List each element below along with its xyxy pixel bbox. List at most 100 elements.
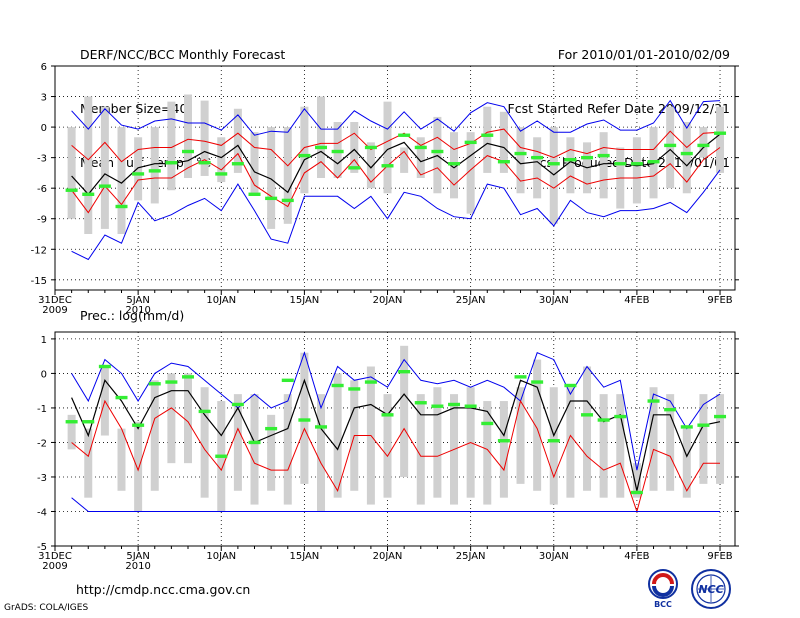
temp-min-line — [71, 169, 721, 261]
prec-spread-box — [167, 373, 176, 464]
temp-spread-box — [200, 100, 209, 176]
temp-spread-box — [400, 147, 409, 173]
temp-obs-marker — [547, 162, 560, 166]
temp-spread-box — [267, 127, 276, 229]
prec-obs-marker — [132, 423, 145, 427]
prec-obs-marker — [664, 407, 677, 412]
prec-obs-marker — [464, 404, 477, 408]
temp-xtick-label: 4FEB — [624, 295, 649, 306]
prec-spread-box — [433, 387, 442, 498]
prec-obs-marker — [65, 420, 78, 424]
prec-obs-marker — [564, 383, 577, 388]
temp-obs-marker — [714, 131, 727, 135]
prec-spread-box — [416, 394, 425, 505]
prec-obs-marker — [581, 413, 594, 417]
prec-spread-box — [67, 414, 76, 450]
prec-ytick-label: 1 — [41, 335, 47, 346]
prec-obs-marker — [531, 380, 544, 384]
ncc-logo: NCC — [691, 569, 731, 609]
header-title: DERF/NCC/BCC Monthly Forecast — [80, 47, 286, 62]
temp-xtick-year: 2009 — [42, 305, 67, 316]
temp-obs-marker — [348, 166, 361, 170]
temp-max-line — [71, 99, 721, 136]
prec-obs-marker — [265, 426, 278, 431]
temp-xtick-label: 15JAN — [289, 295, 319, 306]
prec-spread-box — [566, 387, 575, 498]
prec-obs-marker — [198, 409, 211, 414]
prec-spread-box — [499, 401, 508, 498]
prec-spread-box — [383, 394, 392, 498]
footer-url: http://cmdp.ncc.cma.gov.cn — [76, 582, 251, 597]
prec-frame — [54, 331, 736, 547]
prec-obs-marker — [481, 421, 494, 426]
prec-spread-box — [599, 394, 608, 498]
prec-spread-box — [150, 380, 159, 491]
prec-obs-marker — [414, 401, 427, 405]
temp-xtick-label: 25JAN — [456, 295, 486, 306]
prec-obs-marker — [215, 454, 228, 458]
precip-title: Prec.: log(mm/d) — [80, 308, 185, 323]
temp-upper-line — [71, 128, 721, 167]
prec-xtick-label: 5JAN — [126, 551, 149, 562]
prec-spread-box — [233, 394, 242, 491]
temp-spread-box — [250, 132, 259, 194]
prec-obs-marker — [281, 378, 294, 383]
temp-ytick-label: -9 — [37, 215, 47, 226]
temp-spread-box — [350, 122, 359, 173]
temp-spread-box — [84, 96, 93, 234]
temp-obs-marker — [182, 149, 195, 154]
temp-obs-marker — [132, 172, 145, 176]
temp-ytick-label: -12 — [31, 245, 47, 256]
header-forecast-period: For 2010/01/01-2010/02/09 — [557, 47, 730, 62]
temp-obs-marker — [165, 161, 178, 165]
prec-spread-box — [117, 428, 126, 491]
prec-spread-box — [682, 428, 691, 498]
prec-spread-box — [400, 345, 409, 477]
temp-spread-box — [67, 127, 76, 219]
prec-xtick-label: 10JAN — [206, 551, 236, 562]
temp-obs-marker — [331, 149, 344, 154]
prec-spread-box — [317, 394, 326, 512]
prec-ytick-label: -1 — [37, 404, 47, 415]
temp-spread-box — [317, 96, 326, 178]
temp-obs-marker — [98, 184, 111, 188]
temp-obs-marker — [398, 133, 411, 137]
prec-lower-line — [71, 399, 720, 514]
prec-ytick-label: -4 — [37, 507, 47, 518]
temp-obs-marker — [315, 145, 328, 150]
prec-ytick-label: -2 — [37, 438, 47, 449]
prec-xtick-label: 15JAN — [289, 551, 319, 562]
temp-ytick-label: 3 — [41, 93, 47, 104]
temp-spread-box — [150, 127, 159, 204]
prec-obs-marker — [231, 402, 244, 407]
temp-spread-box — [666, 106, 675, 189]
prec-obs-marker — [331, 383, 344, 388]
prec-ytick-label: 0 — [41, 369, 47, 380]
temp-xtick-year: 2010 — [125, 305, 150, 316]
bcc-logo: BCC — [648, 569, 678, 609]
temp-obs-marker — [215, 172, 228, 176]
temp-spread-box — [217, 137, 226, 183]
prec-spread-box — [632, 463, 641, 498]
temp-xtick-label: 20JAN — [373, 295, 403, 306]
temp-obs-marker — [630, 162, 643, 166]
temp-obs-marker — [514, 151, 527, 156]
temp-spread-box — [632, 137, 641, 204]
prec-obs-marker — [115, 395, 128, 400]
temp-spread-box — [499, 111, 508, 173]
temp-xtick-label: 9FEB — [707, 295, 732, 306]
temp-ytick-label: -3 — [37, 154, 47, 165]
temp-obs-marker — [364, 145, 377, 150]
temp-spread-box — [283, 127, 292, 224]
prec-obs-marker — [697, 423, 710, 427]
prec-spread-box — [699, 394, 708, 484]
prec-spread-box — [283, 394, 292, 505]
prec-obs-marker — [98, 364, 111, 369]
prec-xtick-year: 2010 — [125, 561, 150, 572]
prec-xtick-year: 2009 — [42, 561, 67, 572]
temp-obs-marker — [614, 162, 627, 166]
prec-spread-box — [583, 366, 592, 491]
prec-ytick-label: -5 — [37, 542, 47, 553]
temp-xtick-label: 30JAN — [539, 295, 569, 306]
